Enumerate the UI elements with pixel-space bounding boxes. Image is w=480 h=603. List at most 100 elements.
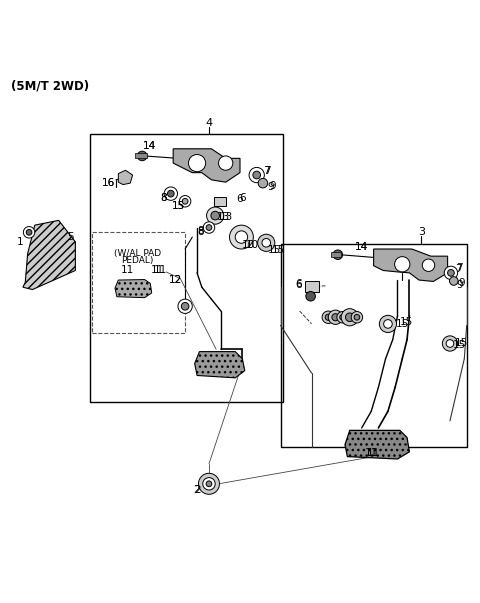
Circle shape bbox=[189, 154, 205, 172]
Text: 11: 11 bbox=[367, 448, 380, 458]
Circle shape bbox=[229, 225, 253, 249]
Text: 6: 6 bbox=[295, 280, 301, 290]
Circle shape bbox=[218, 156, 233, 170]
Text: 6: 6 bbox=[295, 279, 301, 289]
Circle shape bbox=[443, 336, 457, 351]
Text: 7: 7 bbox=[263, 166, 270, 176]
Circle shape bbox=[449, 277, 458, 285]
Text: 7: 7 bbox=[456, 263, 463, 273]
Text: 14: 14 bbox=[355, 242, 368, 251]
Circle shape bbox=[181, 303, 189, 310]
Circle shape bbox=[341, 309, 359, 326]
Circle shape bbox=[322, 311, 335, 323]
Circle shape bbox=[384, 320, 392, 328]
Text: 12: 12 bbox=[169, 275, 182, 285]
Circle shape bbox=[249, 168, 264, 183]
Circle shape bbox=[328, 310, 343, 324]
Circle shape bbox=[203, 478, 215, 490]
Circle shape bbox=[258, 178, 268, 188]
Polygon shape bbox=[373, 249, 447, 282]
Text: 7: 7 bbox=[264, 166, 271, 176]
Circle shape bbox=[354, 314, 360, 320]
Text: (5M/T 2WD): (5M/T 2WD) bbox=[11, 80, 89, 93]
Text: 16: 16 bbox=[102, 178, 115, 188]
Polygon shape bbox=[173, 149, 240, 182]
Circle shape bbox=[178, 299, 192, 314]
Text: 14: 14 bbox=[355, 242, 368, 251]
Polygon shape bbox=[115, 280, 152, 298]
Text: 8: 8 bbox=[198, 226, 204, 236]
Circle shape bbox=[351, 312, 363, 323]
Circle shape bbox=[24, 227, 35, 238]
Text: 11: 11 bbox=[365, 448, 378, 458]
Text: 9: 9 bbox=[269, 181, 276, 191]
Circle shape bbox=[211, 211, 219, 220]
Bar bbox=[90, 134, 283, 402]
Text: 15: 15 bbox=[172, 201, 186, 211]
Circle shape bbox=[203, 222, 215, 233]
Text: 15: 15 bbox=[272, 245, 285, 256]
Text: 1: 1 bbox=[17, 237, 24, 247]
Circle shape bbox=[168, 191, 174, 197]
Polygon shape bbox=[195, 352, 245, 378]
Text: 12: 12 bbox=[169, 275, 182, 285]
Text: 6: 6 bbox=[237, 194, 243, 204]
Text: 15: 15 bbox=[456, 338, 468, 349]
Circle shape bbox=[325, 314, 331, 320]
Text: 13: 13 bbox=[220, 212, 233, 221]
Text: 6: 6 bbox=[239, 194, 246, 203]
Circle shape bbox=[199, 473, 219, 494]
Circle shape bbox=[340, 314, 346, 320]
Text: 10: 10 bbox=[245, 240, 259, 250]
Circle shape bbox=[253, 171, 261, 179]
Circle shape bbox=[164, 187, 178, 200]
Bar bbox=[331, 252, 341, 257]
Text: 16: 16 bbox=[102, 178, 115, 188]
Circle shape bbox=[422, 259, 435, 271]
Text: 15: 15 bbox=[396, 319, 409, 329]
Polygon shape bbox=[345, 431, 409, 459]
Circle shape bbox=[395, 257, 410, 272]
Text: 11: 11 bbox=[121, 265, 134, 274]
Circle shape bbox=[137, 151, 147, 161]
Bar bbox=[92, 232, 185, 332]
Circle shape bbox=[206, 481, 212, 487]
Circle shape bbox=[346, 313, 354, 321]
Text: 14: 14 bbox=[143, 141, 156, 151]
Bar bbox=[214, 197, 226, 206]
Text: 9: 9 bbox=[268, 182, 275, 192]
Text: 8: 8 bbox=[160, 194, 167, 203]
Text: 11: 11 bbox=[151, 265, 165, 276]
Circle shape bbox=[333, 250, 343, 259]
Text: 8: 8 bbox=[198, 227, 204, 238]
Circle shape bbox=[206, 207, 224, 224]
Polygon shape bbox=[23, 220, 75, 289]
Circle shape bbox=[444, 266, 457, 280]
Polygon shape bbox=[118, 170, 132, 185]
Text: 9: 9 bbox=[458, 279, 465, 288]
Text: 10: 10 bbox=[241, 240, 255, 250]
Circle shape bbox=[180, 195, 191, 207]
Text: PEDAL): PEDAL) bbox=[121, 256, 154, 265]
Circle shape bbox=[258, 234, 275, 251]
Text: 3: 3 bbox=[418, 227, 425, 238]
Circle shape bbox=[332, 314, 339, 321]
Bar bbox=[135, 153, 147, 159]
Circle shape bbox=[447, 270, 454, 276]
Text: 15: 15 bbox=[453, 341, 466, 350]
Circle shape bbox=[262, 239, 271, 247]
Text: 15: 15 bbox=[399, 318, 413, 327]
Circle shape bbox=[306, 291, 315, 301]
Text: 5: 5 bbox=[67, 232, 74, 242]
Bar bbox=[305, 282, 319, 292]
Circle shape bbox=[206, 225, 212, 230]
Text: 11: 11 bbox=[154, 265, 168, 276]
Circle shape bbox=[379, 315, 396, 332]
Text: 4: 4 bbox=[205, 118, 213, 128]
Text: 8: 8 bbox=[160, 194, 167, 203]
Text: 9: 9 bbox=[456, 280, 463, 290]
Text: 2: 2 bbox=[194, 485, 200, 496]
Text: 7: 7 bbox=[455, 264, 462, 274]
Text: (W/AL PAD: (W/AL PAD bbox=[114, 249, 161, 258]
Text: 2: 2 bbox=[195, 485, 201, 496]
